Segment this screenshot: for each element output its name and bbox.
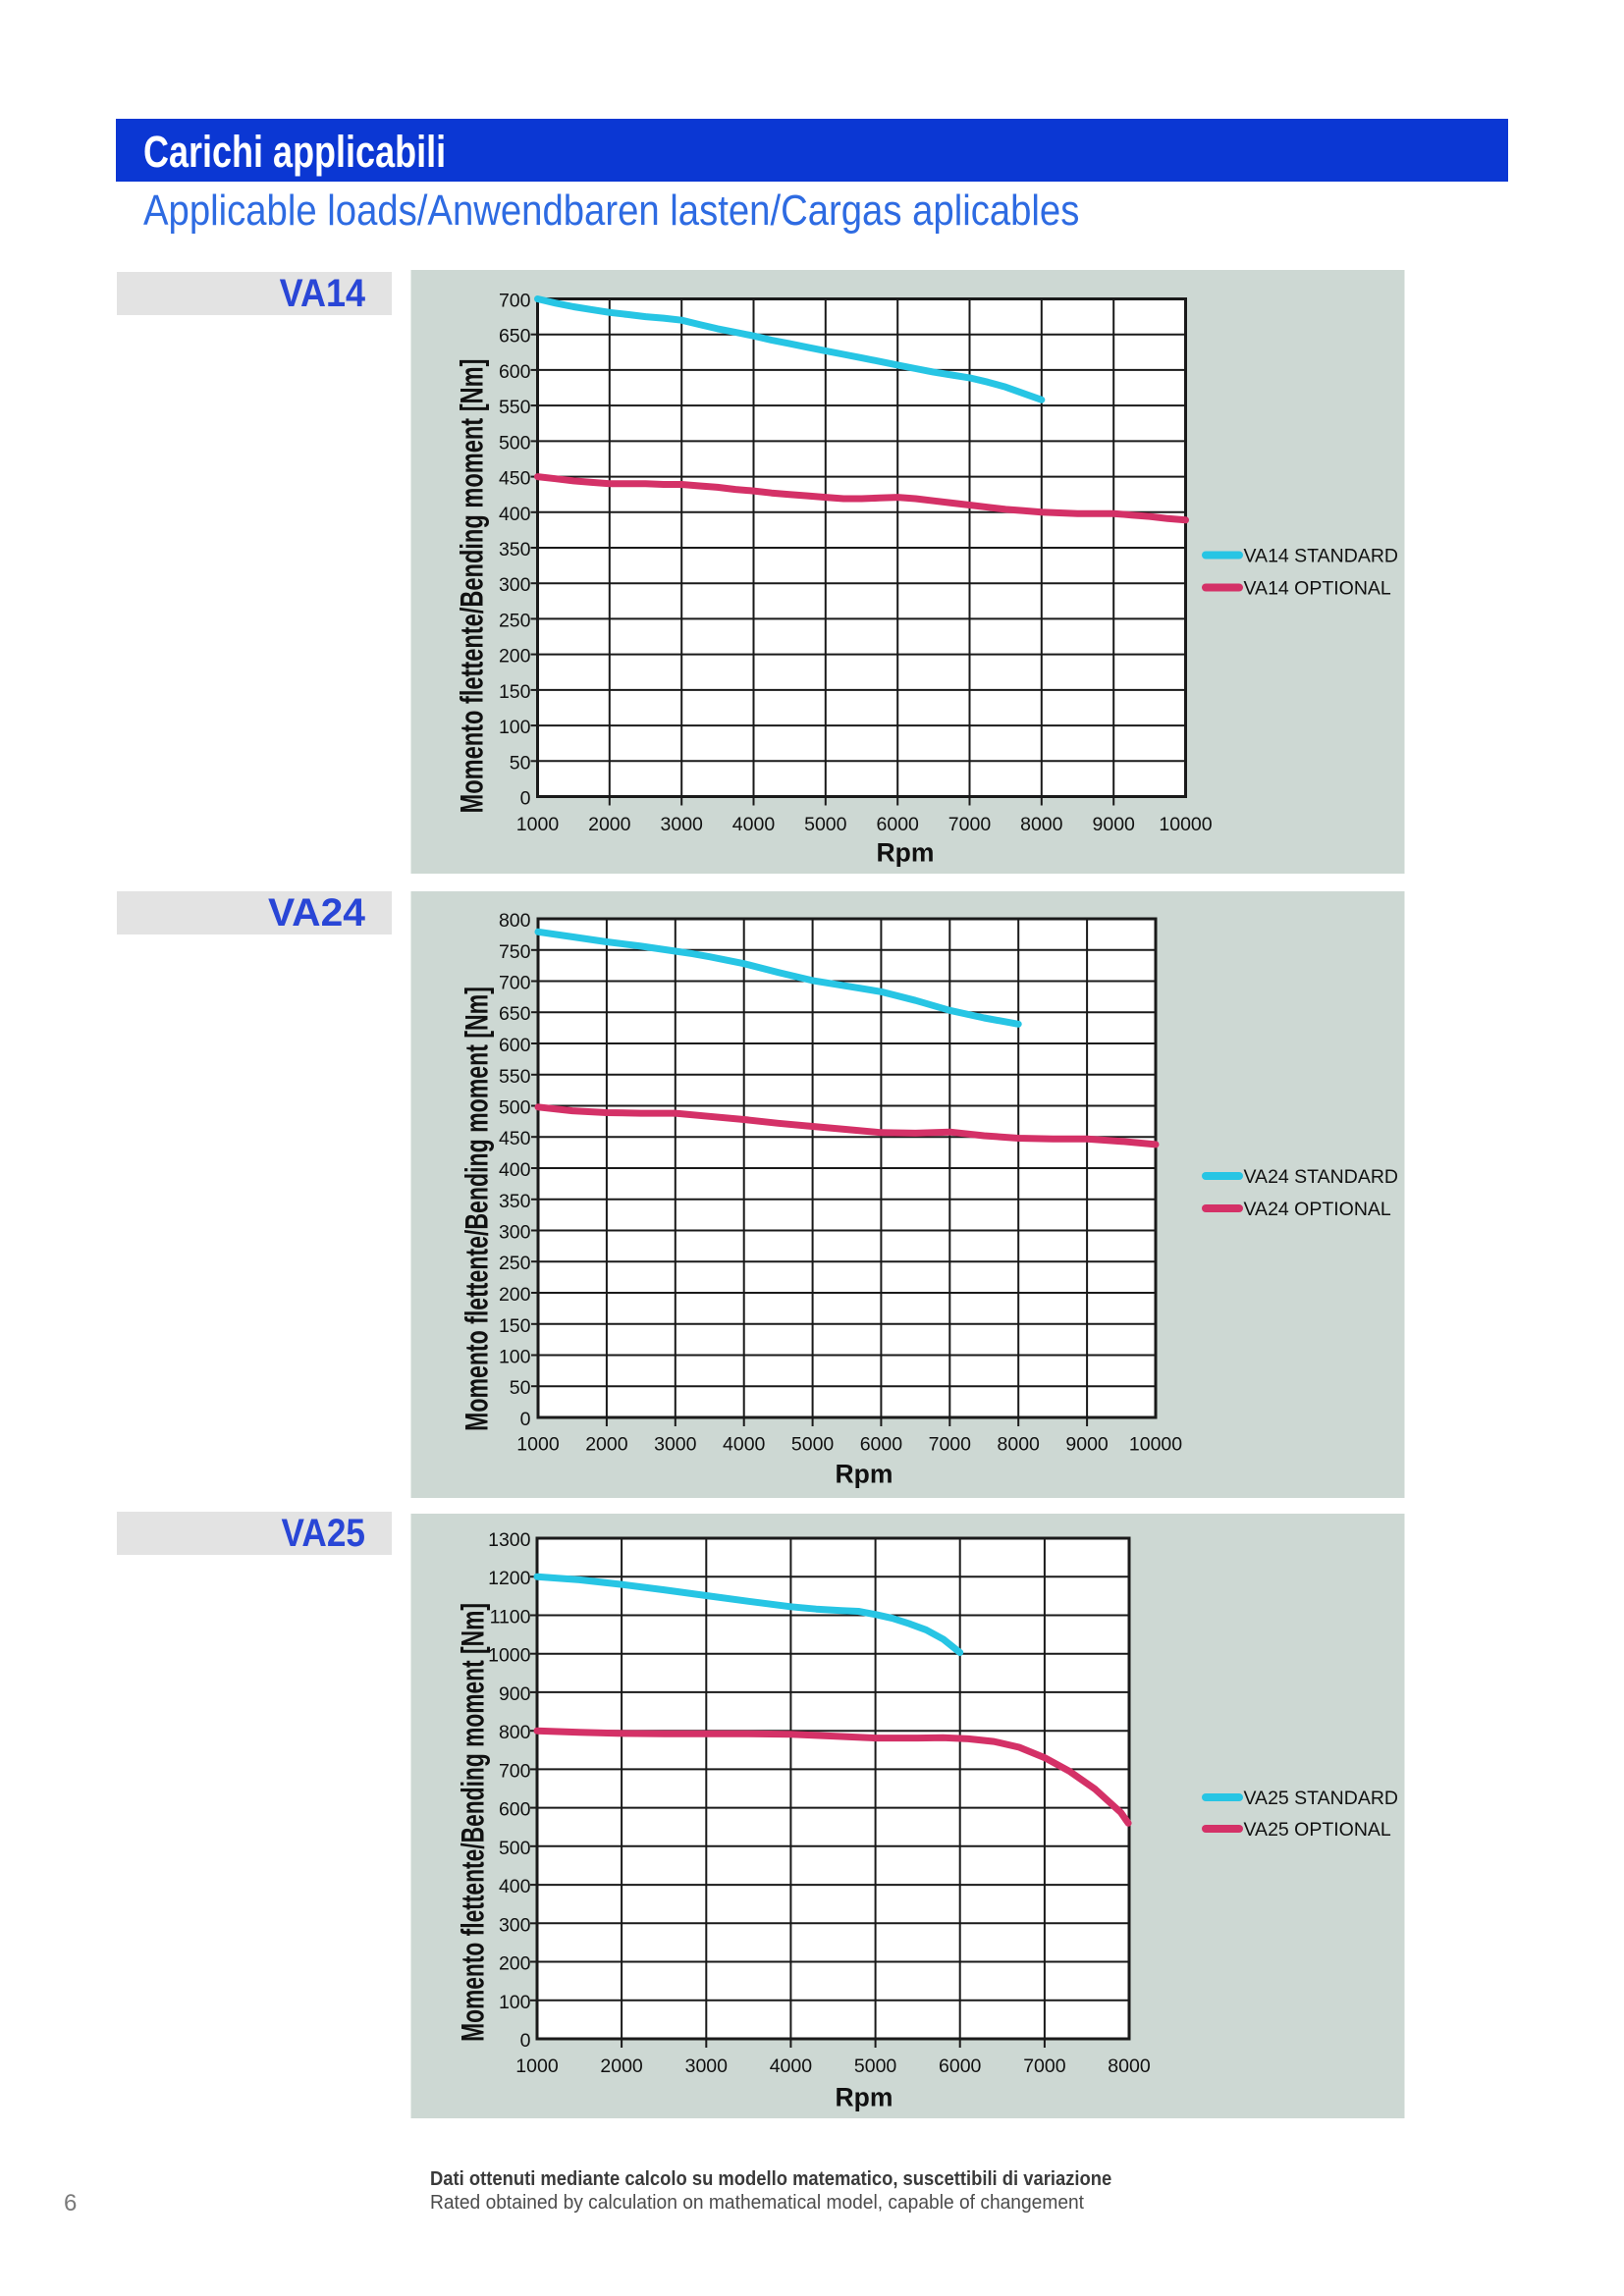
svg-text:250: 250: [499, 1253, 531, 1274]
svg-text:VA14 STANDARD: VA14 STANDARD: [1244, 546, 1399, 567]
svg-text:700: 700: [499, 1760, 531, 1782]
svg-text:VA14 OPTIONAL: VA14 OPTIONAL: [1244, 578, 1391, 600]
svg-text:4000: 4000: [770, 2056, 813, 2077]
svg-text:6000: 6000: [860, 1434, 903, 1456]
svg-text:300: 300: [499, 1222, 531, 1244]
svg-text:900: 900: [499, 1683, 531, 1705]
svg-text:1000: 1000: [516, 814, 560, 835]
svg-text:10000: 10000: [1159, 814, 1212, 835]
svg-text:250: 250: [499, 610, 531, 631]
svg-text:10000: 10000: [1129, 1434, 1182, 1456]
svg-text:50: 50: [510, 752, 531, 774]
svg-text:750: 750: [499, 941, 531, 963]
svg-text:550: 550: [499, 1066, 531, 1088]
svg-text:6000: 6000: [877, 814, 920, 835]
svg-text:200: 200: [499, 646, 531, 667]
svg-text:650: 650: [499, 326, 531, 347]
svg-text:1100: 1100: [490, 1607, 531, 1629]
svg-text:350: 350: [499, 1191, 531, 1212]
svg-text:400: 400: [499, 1876, 531, 1897]
svg-text:200: 200: [499, 1284, 531, 1306]
svg-text:450: 450: [499, 1128, 531, 1149]
svg-text:700: 700: [499, 291, 531, 312]
svg-text:2000: 2000: [588, 814, 631, 835]
svg-text:5000: 5000: [791, 1434, 835, 1456]
svg-text:50: 50: [510, 1377, 531, 1399]
svg-text:3000: 3000: [661, 814, 704, 835]
svg-text:600: 600: [499, 361, 531, 383]
svg-text:7000: 7000: [929, 1434, 972, 1456]
svg-text:2000: 2000: [585, 1434, 628, 1456]
svg-text:400: 400: [499, 1159, 531, 1181]
svg-text:350: 350: [499, 539, 531, 561]
svg-text:9000: 9000: [1065, 1434, 1109, 1456]
svg-text:Rpm: Rpm: [877, 838, 935, 868]
svg-text:500: 500: [499, 1097, 531, 1119]
svg-text:VA25 STANDARD: VA25 STANDARD: [1244, 1788, 1399, 1809]
svg-text:800: 800: [499, 910, 531, 932]
svg-text:1000: 1000: [515, 2056, 559, 2077]
svg-text:0: 0: [520, 1409, 531, 1430]
svg-text:100: 100: [499, 717, 531, 738]
svg-text:300: 300: [499, 1914, 531, 1936]
svg-text:2000: 2000: [600, 2056, 643, 2077]
svg-text:3000: 3000: [654, 1434, 697, 1456]
svg-text:6000: 6000: [939, 2056, 982, 2077]
svg-text:9000: 9000: [1093, 814, 1136, 835]
svg-text:VA24 OPTIONAL: VA24 OPTIONAL: [1244, 1199, 1391, 1220]
svg-text:8000: 8000: [998, 1434, 1041, 1456]
svg-text:VA24 STANDARD: VA24 STANDARD: [1244, 1166, 1399, 1188]
svg-text:600: 600: [499, 1799, 531, 1821]
svg-text:0: 0: [520, 788, 531, 810]
svg-text:700: 700: [499, 973, 531, 994]
svg-text:800: 800: [499, 1722, 531, 1743]
svg-text:1000: 1000: [516, 1434, 560, 1456]
svg-text:550: 550: [499, 397, 531, 418]
svg-text:Rpm: Rpm: [836, 2083, 893, 2112]
svg-text:450: 450: [499, 468, 531, 490]
svg-text:1000: 1000: [488, 1645, 531, 1667]
svg-text:300: 300: [499, 574, 531, 596]
svg-text:4000: 4000: [723, 1434, 766, 1456]
svg-text:400: 400: [499, 504, 531, 525]
svg-text:Rpm: Rpm: [836, 1460, 893, 1489]
svg-text:1300: 1300: [488, 1529, 531, 1551]
svg-text:4000: 4000: [732, 814, 776, 835]
svg-text:5000: 5000: [854, 2056, 897, 2077]
svg-text:100: 100: [499, 1992, 531, 2013]
svg-text:200: 200: [499, 1953, 531, 1975]
svg-text:3000: 3000: [685, 2056, 729, 2077]
svg-text:600: 600: [499, 1035, 531, 1056]
svg-text:500: 500: [499, 1838, 531, 1859]
svg-text:150: 150: [499, 681, 531, 703]
svg-text:0: 0: [520, 2030, 531, 2052]
svg-text:8000: 8000: [1020, 814, 1063, 835]
svg-text:Momento flettente/Bending mome: Momento flettente/Bending moment [Nm]: [456, 1603, 491, 2042]
svg-text:650: 650: [499, 1003, 531, 1025]
svg-text:5000: 5000: [804, 814, 847, 835]
svg-text:7000: 7000: [1023, 2056, 1066, 2077]
svg-text:Momento flettente/Bending mome: Momento flettente/Bending moment [Nm]: [460, 987, 495, 1431]
svg-text:1200: 1200: [488, 1568, 531, 1589]
svg-text:150: 150: [499, 1315, 531, 1337]
svg-text:Momento flettente/Bending mome: Momento flettente/Bending moment [Nm]: [455, 359, 489, 814]
svg-text:8000: 8000: [1108, 2056, 1151, 2077]
svg-text:500: 500: [499, 432, 531, 454]
svg-text:7000: 7000: [948, 814, 992, 835]
svg-text:100: 100: [499, 1347, 531, 1368]
svg-text:VA25 OPTIONAL: VA25 OPTIONAL: [1244, 1819, 1391, 1841]
